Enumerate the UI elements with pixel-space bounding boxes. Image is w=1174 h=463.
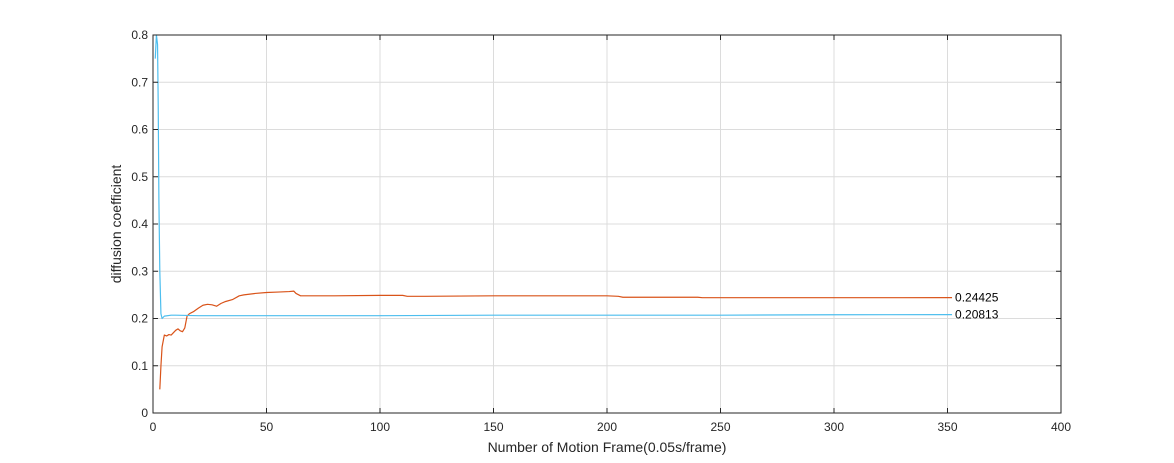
y-tick-label: 0.1 bbox=[131, 359, 148, 373]
y-tick-label: 0.5 bbox=[131, 170, 148, 184]
series-layer bbox=[154, 34, 953, 390]
series-line-2 bbox=[154, 34, 953, 320]
y-tick-label: 0.8 bbox=[131, 28, 148, 42]
series-end-label-2: 0.20813 bbox=[955, 308, 999, 322]
x-tick-label: 100 bbox=[370, 420, 390, 434]
y-tick-label: 0 bbox=[141, 406, 148, 420]
axis-ticks: 0 50 100 150 200 250 300 350 400 0 0.1 0.2 0.3 0.4 0.5… bbox=[131, 28, 1071, 434]
y-tick-label: 0.2 bbox=[131, 312, 148, 326]
x-tick-label: 250 bbox=[710, 420, 730, 434]
end-labels: 0.24425 0.20813 bbox=[955, 291, 999, 322]
x-tick-label: 400 bbox=[1051, 420, 1071, 434]
x-tick-label: 350 bbox=[937, 420, 957, 434]
x-axis-title: Number of Motion Frame(0.05s/frame) bbox=[488, 439, 727, 455]
x-tick-label: 50 bbox=[260, 420, 274, 434]
series-line-1 bbox=[159, 290, 953, 390]
x-tick-label: 0 bbox=[150, 420, 157, 434]
x-tick-label: 150 bbox=[483, 420, 503, 434]
y-axis-title: diffusion coefficient bbox=[108, 165, 124, 284]
x-tick-label: 200 bbox=[597, 420, 617, 434]
y-tick-label: 0.7 bbox=[131, 75, 148, 89]
y-tick-label: 0.3 bbox=[131, 264, 148, 278]
series-end-label-1: 0.24425 bbox=[955, 291, 999, 305]
y-tick-label: 0.6 bbox=[131, 123, 148, 137]
y-tick-label: 0.4 bbox=[131, 217, 148, 231]
x-tick-label: 300 bbox=[824, 420, 844, 434]
